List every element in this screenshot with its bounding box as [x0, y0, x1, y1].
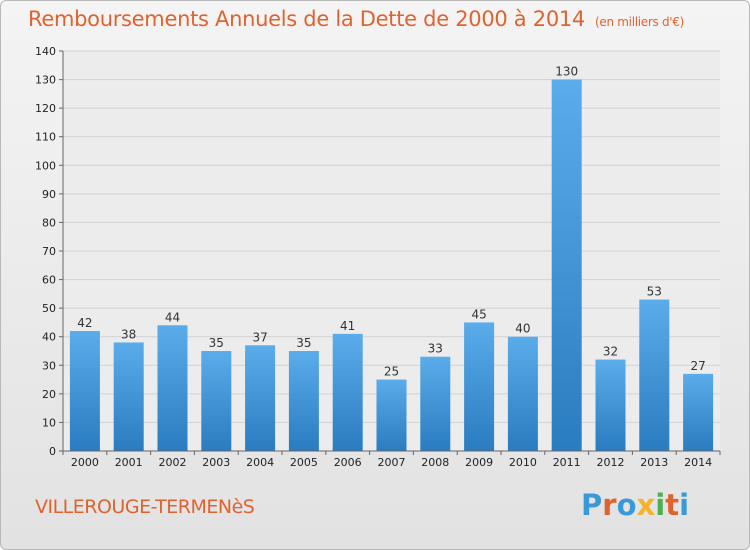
logo-letter: r: [602, 488, 617, 522]
proxiti-logo: Proxiti: [581, 488, 689, 522]
y-tick-label: 60: [42, 274, 56, 287]
bar: [464, 322, 495, 451]
data-label: 33: [428, 342, 443, 356]
x-tick-label: 2002: [159, 456, 187, 469]
bar: [288, 351, 319, 451]
bar: [157, 325, 188, 451]
x-tick-label: 2003: [202, 456, 230, 469]
y-tick-label: 10: [42, 416, 56, 429]
x-tick-label: 2012: [597, 456, 625, 469]
x-tick-label: 2004: [246, 456, 274, 469]
x-tick-label: 2009: [465, 456, 493, 469]
bar: [551, 79, 582, 452]
data-label: 40: [515, 322, 530, 336]
y-tick-label: 0: [49, 445, 56, 458]
x-tick-label: 2001: [115, 456, 143, 469]
y-tick-label: 110: [35, 131, 56, 144]
data-label: 38: [121, 327, 136, 341]
data-label: 25: [384, 365, 399, 379]
y-tick-label: 100: [35, 159, 56, 172]
logo-letter: i: [679, 488, 690, 522]
x-tick-label: 2000: [71, 456, 99, 469]
x-tick-label: 2013: [640, 456, 668, 469]
bar: [683, 373, 714, 451]
y-tick-label: 120: [35, 102, 56, 115]
y-tick-label: 50: [42, 302, 56, 315]
chart-title: Remboursements Annuels de la Dette de 20…: [28, 7, 684, 31]
logo-letter: i: [655, 488, 666, 522]
y-tick-label: 140: [35, 45, 56, 58]
bar: [595, 359, 626, 451]
data-label: 41: [340, 319, 355, 333]
logo-letter: o: [616, 488, 637, 522]
data-label: 44: [165, 310, 180, 324]
data-label: 27: [690, 359, 705, 373]
x-tick-label: 2010: [509, 456, 537, 469]
place-name: VILLEROUGE-TERMENèS: [35, 496, 255, 518]
x-tick-label: 2005: [290, 456, 318, 469]
x-tick-label: 2011: [553, 456, 581, 469]
data-label: 130: [555, 65, 578, 79]
bar: [245, 345, 276, 451]
data-label: 35: [209, 336, 224, 350]
data-label: 35: [296, 336, 311, 350]
bar: [420, 356, 451, 451]
data-label: 45: [471, 307, 486, 321]
logo-letter: x: [636, 488, 656, 522]
bar: [332, 333, 363, 451]
x-tick-label: 2008: [421, 456, 449, 469]
data-label: 37: [252, 330, 267, 344]
data-label: 53: [647, 285, 662, 299]
chart-subtitle: (en milliers d'€): [595, 15, 685, 29]
y-tick-label: 130: [35, 74, 56, 87]
y-tick-label: 30: [42, 359, 56, 372]
bar: [376, 379, 407, 451]
y-tick-label: 90: [42, 188, 56, 201]
bar: [639, 299, 670, 451]
chart-title-text: Remboursements Annuels de la Dette de 20…: [28, 7, 585, 31]
y-tick-label: 20: [42, 388, 56, 401]
y-tick-label: 40: [42, 331, 56, 344]
bar: [201, 351, 232, 451]
bar: [507, 336, 538, 451]
x-tick-label: 2006: [334, 456, 362, 469]
logo-letter: t: [665, 488, 680, 522]
bar: [113, 342, 144, 451]
data-label: 32: [603, 345, 618, 359]
y-tick-label: 70: [42, 245, 56, 258]
x-tick-label: 2007: [378, 456, 406, 469]
data-label: 42: [77, 316, 92, 330]
x-tick-label: 2014: [684, 456, 712, 469]
bar: [69, 331, 100, 451]
logo-letter: P: [581, 488, 603, 522]
y-tick-label: 80: [42, 216, 56, 229]
